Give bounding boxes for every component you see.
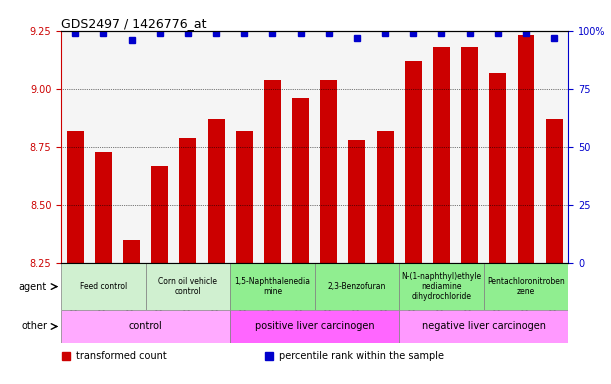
Text: control: control: [129, 321, 163, 331]
Bar: [405, 61, 422, 263]
FancyBboxPatch shape: [315, 263, 399, 310]
Bar: [461, 47, 478, 263]
FancyBboxPatch shape: [61, 310, 230, 343]
FancyBboxPatch shape: [230, 310, 399, 343]
Bar: [518, 35, 535, 263]
Text: GDS2497 / 1426776_at: GDS2497 / 1426776_at: [61, 17, 207, 30]
Bar: [95, 152, 112, 263]
Text: percentile rank within the sample: percentile rank within the sample: [279, 351, 444, 361]
Text: Feed control: Feed control: [80, 282, 127, 291]
Text: Pentachloronitroben
zene: Pentachloronitroben zene: [487, 277, 565, 296]
Bar: [433, 47, 450, 263]
Text: other: other: [21, 321, 47, 331]
Bar: [236, 131, 253, 263]
Bar: [152, 166, 168, 263]
FancyBboxPatch shape: [61, 263, 145, 310]
Text: 2,3-Benzofuran: 2,3-Benzofuran: [327, 282, 386, 291]
FancyBboxPatch shape: [484, 263, 568, 310]
Text: 1,5-Naphthalenedia
mine: 1,5-Naphthalenedia mine: [235, 277, 310, 296]
Bar: [123, 240, 140, 263]
Bar: [67, 131, 84, 263]
Bar: [546, 119, 563, 263]
Text: Corn oil vehicle
control: Corn oil vehicle control: [158, 277, 218, 296]
Bar: [264, 79, 281, 263]
Bar: [320, 79, 337, 263]
FancyBboxPatch shape: [230, 263, 315, 310]
Text: positive liver carcinogen: positive liver carcinogen: [255, 321, 375, 331]
FancyBboxPatch shape: [399, 263, 484, 310]
Bar: [376, 131, 393, 263]
Bar: [208, 119, 224, 263]
Text: N-(1-naphthyl)ethyle
nediamine
dihydrochloride: N-(1-naphthyl)ethyle nediamine dihydroch…: [401, 272, 481, 301]
Bar: [180, 138, 196, 263]
Text: agent: agent: [19, 281, 47, 291]
Bar: [348, 140, 365, 263]
Text: transformed count: transformed count: [76, 351, 167, 361]
Bar: [292, 98, 309, 263]
FancyBboxPatch shape: [399, 310, 568, 343]
Text: negative liver carcinogen: negative liver carcinogen: [422, 321, 546, 331]
FancyBboxPatch shape: [145, 263, 230, 310]
Bar: [489, 73, 507, 263]
